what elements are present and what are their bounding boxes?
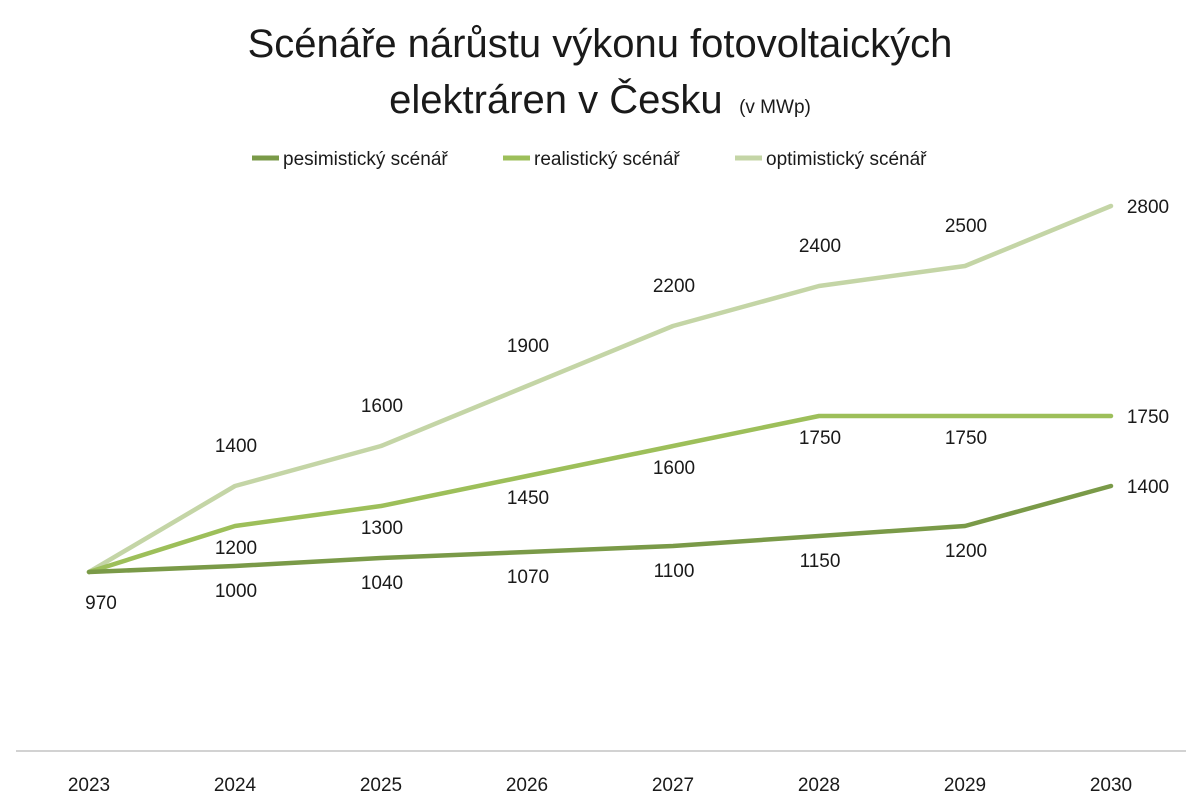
data-label-s2-2026: 1450 (507, 488, 549, 509)
x-axis-ticks: 2023 2024 2025 2026 2027 2028 2029 2030 (68, 775, 1132, 796)
data-label-s2-2027: 1600 (653, 458, 695, 479)
x-tick-2028: 2028 (798, 775, 840, 796)
x-tick-2026: 2026 (506, 775, 548, 796)
chart-title: Scénáře nárůstu výkonu fotovoltaických e… (248, 22, 953, 122)
x-tick-2023: 2023 (68, 775, 110, 796)
data-label-s3-2025: 1600 (361, 396, 403, 417)
data-label-s3-2030: 2800 (1127, 197, 1169, 218)
x-tick-2027: 2027 (652, 775, 694, 796)
x-tick-2029: 2029 (944, 775, 986, 796)
data-label-s2-2028: 1750 (799, 428, 841, 449)
series-line-1 (86, 483, 1114, 575)
data-label-s3-2029: 2500 (945, 216, 987, 237)
data-label-s2-2030: 1750 (1127, 407, 1169, 428)
legend: pesimistický scénář realistický scénář opt… (252, 149, 927, 170)
data-label-s1-2025: 1040 (361, 573, 403, 594)
title-line-1: Scénáře nárůstu výkonu fotovoltaických (248, 22, 953, 66)
data-label-s1-2027: 1100 (654, 561, 695, 582)
title-line-2: elektráren v Česku (389, 77, 722, 122)
data-label-s3-2026: 1900 (507, 336, 549, 357)
x-tick-2024: 2024 (214, 775, 257, 796)
x-tick-2025: 2025 (360, 775, 402, 796)
legend-label-2: realistický scénář (534, 149, 680, 170)
data-label-s1-2024: 1000 (215, 581, 257, 602)
data-label-s1-2029: 1200 (945, 541, 987, 562)
data-label-s3-2027: 2200 (653, 276, 695, 297)
x-tick-2030: 2030 (1090, 775, 1132, 796)
data-label-s1-2030: 1400 (1127, 477, 1169, 498)
legend-label-1: pesimistický scénář (283, 149, 448, 170)
data-label-s1-2023: 970 (85, 593, 117, 614)
data-label-s2-2024: 1200 (215, 538, 257, 559)
title-unit: (v MWp) (739, 97, 811, 118)
data-label-s3-2024: 1400 (215, 436, 257, 457)
series-line-2 (86, 413, 1114, 575)
data-label-s2-2029: 1750 (945, 428, 987, 449)
title-line-2-group: elektráren v Česku (v MWp) (389, 77, 811, 122)
series-line-3 (86, 203, 1114, 575)
data-label-s2-2025: 1300 (361, 518, 403, 539)
data-label-s1-2026: 1070 (507, 567, 549, 588)
data-label-s3-2028: 2400 (799, 236, 841, 257)
data-label-s1-2028: 1150 (800, 551, 841, 572)
legend-label-3: optimistický scénář (766, 149, 927, 170)
plot-area: 1400 1600 1900 2200 2400 2500 2800 1200 1300 1450… (85, 197, 1169, 614)
